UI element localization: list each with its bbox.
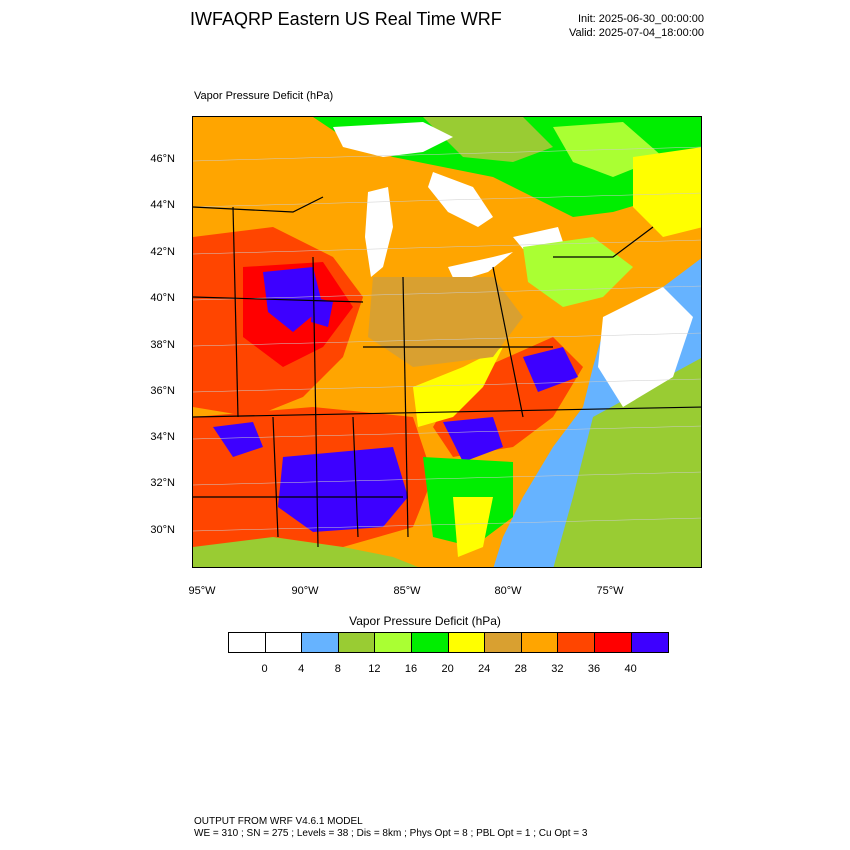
- lat-label-38: 38°N: [150, 339, 175, 351]
- colorbar-tick-label: 32: [551, 663, 564, 675]
- colorbar-title: Vapor Pressure Deficit (hPa): [349, 614, 501, 628]
- ocean-white: [598, 287, 693, 407]
- florida-yellow: [453, 497, 493, 557]
- lat-label-40: 40°N: [150, 292, 175, 304]
- field-label: Vapor Pressure Deficit (hPa): [194, 90, 334, 102]
- colorbar-tick-label: 36: [587, 663, 601, 675]
- map-canvas: [193, 117, 701, 567]
- colorbar-swatch: [485, 633, 522, 652]
- mississippi-purple: [278, 447, 408, 532]
- footer-params: WE = 310 ; SN = 275 ; Levels = 38 ; Dis …: [194, 828, 588, 839]
- georgia-purple: [443, 417, 503, 462]
- gulf-olive: [193, 537, 418, 567]
- lon-label-75: 75°W: [596, 585, 624, 597]
- lat-label-32: 32°N: [150, 477, 175, 489]
- ohio-valley: [368, 277, 523, 367]
- init-time: Init: 2025-06-30_00:00:00: [578, 13, 704, 25]
- lon-label-80: 80°W: [494, 585, 522, 597]
- graticule: [193, 146, 701, 532]
- state-borders: [193, 196, 701, 548]
- lat-label-34: 34°N: [150, 431, 175, 443]
- lat-label-30: 30°N: [150, 524, 175, 536]
- colorbar-swatch: [558, 633, 595, 652]
- lat-label-46: 46°N: [150, 153, 175, 165]
- lat-label-36: 36°N: [150, 385, 175, 397]
- lon-label-90: 90°W: [291, 585, 319, 597]
- colorbar-swatch: [338, 633, 376, 652]
- colorbar-tick-label: 24: [478, 663, 491, 675]
- lake-michigan: [365, 187, 393, 277]
- lat-label-44: 44°N: [150, 199, 175, 211]
- colorbar-swatch: [302, 633, 339, 652]
- colorbar-swatch: [229, 633, 266, 652]
- colorbar-swatch: [265, 633, 303, 652]
- lon-label-95: 95°W: [188, 585, 216, 597]
- colorbar: [228, 632, 670, 653]
- northeast-yellow: [633, 147, 701, 237]
- colorbar-swatch: [448, 633, 486, 652]
- colorbar-swatch: [521, 633, 559, 652]
- colorbar-swatch: [411, 633, 449, 652]
- colorbar-tick-label: 20: [441, 663, 454, 675]
- arkansas-purple: [213, 422, 263, 457]
- lat-label-42: 42°N: [150, 246, 175, 258]
- page-title: IWFAQRP Eastern US Real Time WRF: [190, 9, 502, 29]
- colorbar-swatch: [631, 633, 669, 652]
- colorbar-swatch: [375, 633, 412, 652]
- ocean-olive: [553, 358, 701, 567]
- lake-superior: [333, 122, 453, 157]
- appalachian-yellow: [413, 347, 503, 427]
- colorbar-tick-label: 28: [514, 663, 527, 675]
- vpd-map: [192, 116, 702, 568]
- canada-olive: [423, 117, 553, 162]
- colorbar-tick-label: 12: [368, 663, 381, 675]
- virginia-purple: [523, 347, 578, 392]
- illinois-purple: [311, 297, 333, 327]
- colorbar-tick-label: 0: [261, 663, 268, 675]
- colorbar-tick-label: 16: [404, 663, 418, 675]
- footer-model: OUTPUT FROM WRF V4.6.1 MODEL: [194, 816, 363, 827]
- valid-time: Valid: 2025-07-04_18:00:00: [569, 27, 704, 39]
- colorbar-swatch: [594, 633, 632, 652]
- lon-label-85: 85°W: [393, 585, 421, 597]
- colorbar-tick-label: 4: [298, 663, 305, 675]
- newyork-light-green: [523, 237, 633, 307]
- colorbar-tick-label: 40: [624, 663, 637, 675]
- lake-erie: [448, 252, 513, 282]
- colorbar-tick-label: 8: [334, 663, 341, 675]
